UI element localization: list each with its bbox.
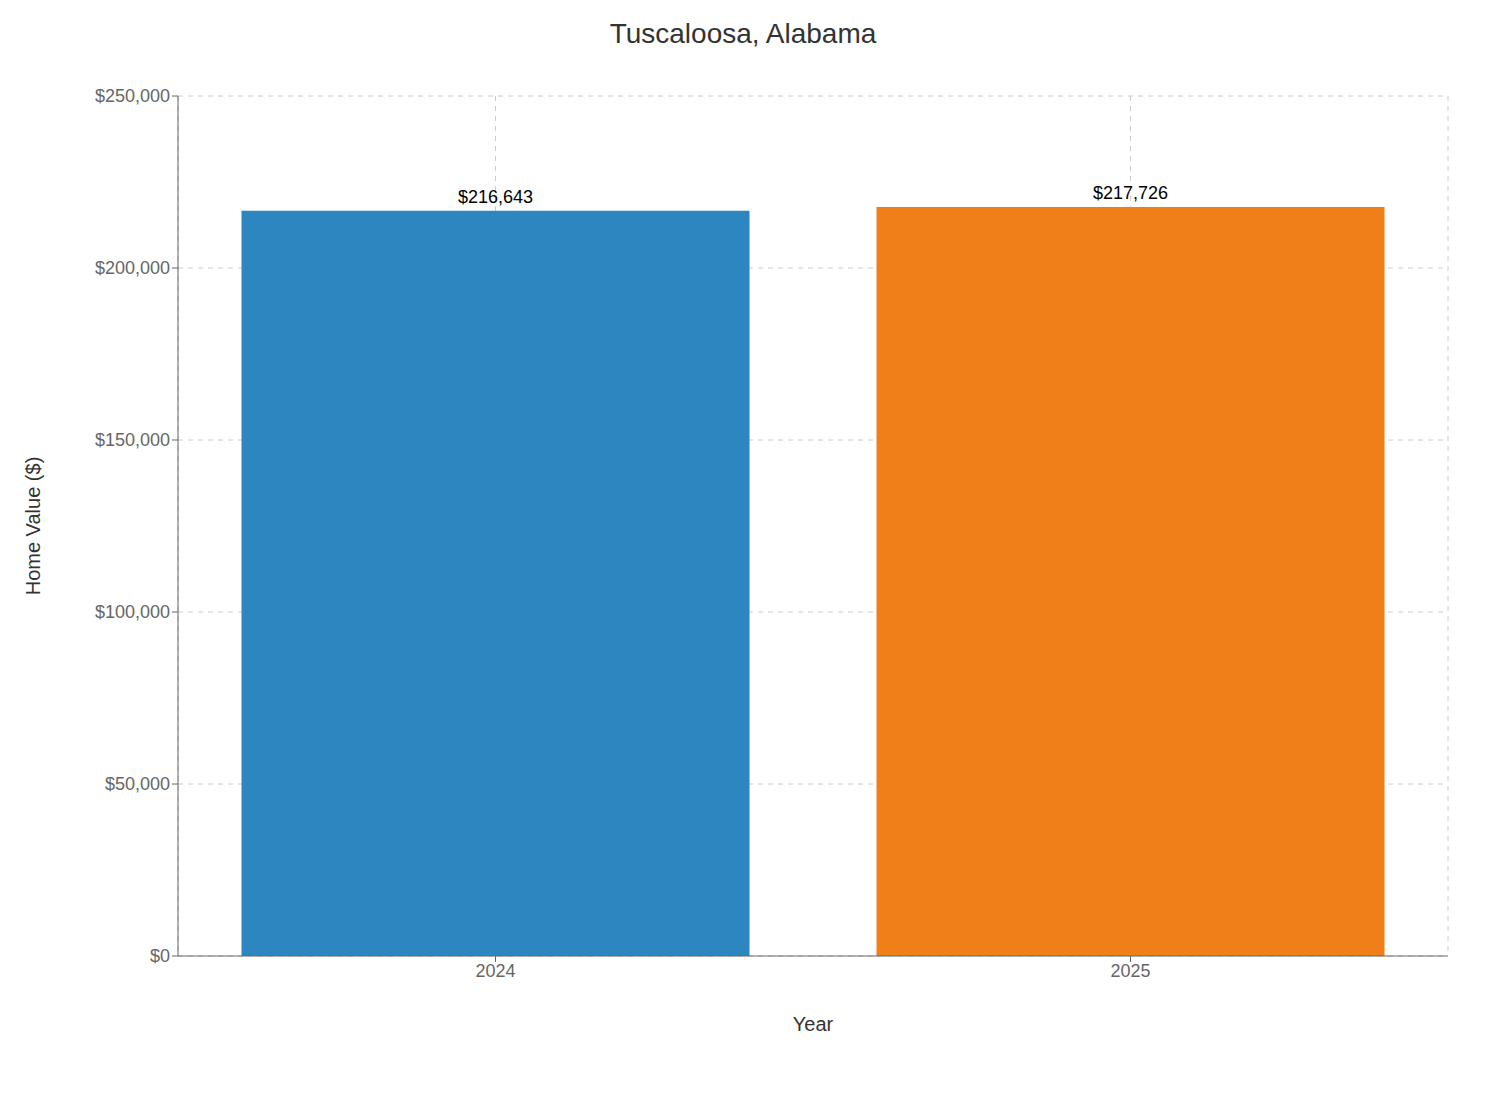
svg-text:$100,000: $100,000 [95,602,170,622]
svg-text:Home Value ($): Home Value ($) [22,457,44,596]
svg-text:$200,000: $200,000 [95,258,170,278]
svg-text:2024: 2024 [475,961,515,981]
svg-text:$0: $0 [150,946,170,966]
svg-text:$150,000: $150,000 [95,430,170,450]
html-text:Tuscaloosa, Alabama: Tuscaloosa, Alabama [609,18,877,49]
svg-text:$250,000: $250,000 [95,86,170,106]
svg-text:$217,726: $217,726 [1093,183,1168,203]
svg-text:$216,643: $216,643 [458,187,533,207]
svg-text:2025: 2025 [1110,961,1150,981]
svg-text:Year: Year [793,1013,834,1035]
svg-text:$50,000: $50,000 [105,774,170,794]
